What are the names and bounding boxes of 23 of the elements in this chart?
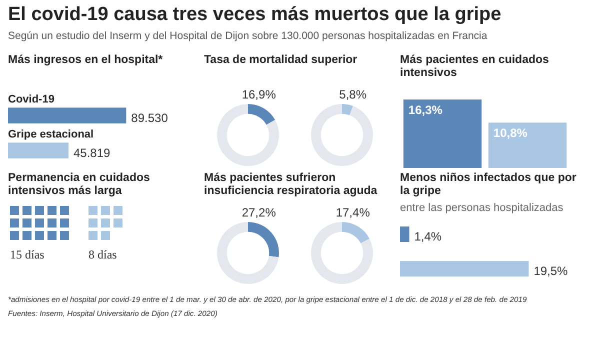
text: Según un estudio del Inserm y del Hospital de Dijon sobre 130.000 personas hospitalizadas en Francia — [8, 30, 488, 42]
chart-title: Más pacientes en cuidados intensivos — [400, 54, 549, 79]
chart-title: Más ingresos en el hospital* — [8, 54, 163, 66]
data-label: 10,8% — [493, 126, 528, 140]
y-tick-label: Gripe estacional — [8, 128, 94, 141]
data-label: 17,4% — [336, 205, 370, 220]
data-label: 19,5% — [534, 264, 568, 278]
data-label: 5,8% — [339, 87, 367, 102]
data-label: 27,2% — [242, 205, 276, 220]
y-tick-label: Covid-19 — [8, 94, 54, 106]
text: entre las personas hospitalizadas — [400, 202, 564, 214]
data-label: 89.530 — [131, 110, 168, 125]
data-label: 1,4% — [414, 230, 442, 244]
data-label: 16,3% — [408, 102, 443, 117]
data-label: 16,9% — [242, 87, 276, 102]
text: El covid-19 causa tres veces más muertos que la gripe — [8, 4, 502, 26]
chart-title: Más pacientes sufrieron insuficiencia respiratoria aguda — [204, 172, 378, 197]
data-label: 8 días — [88, 248, 118, 262]
chart-title: Permanencia en cuidados intensivos más larga — [8, 172, 150, 197]
chart-title: Menos niños infectados que por la gripe — [400, 172, 576, 197]
chart-title: Tasa de mortalidad superior — [204, 54, 358, 66]
data-label: 45.819 — [73, 146, 111, 160]
data-label: 15 días — [10, 248, 45, 262]
